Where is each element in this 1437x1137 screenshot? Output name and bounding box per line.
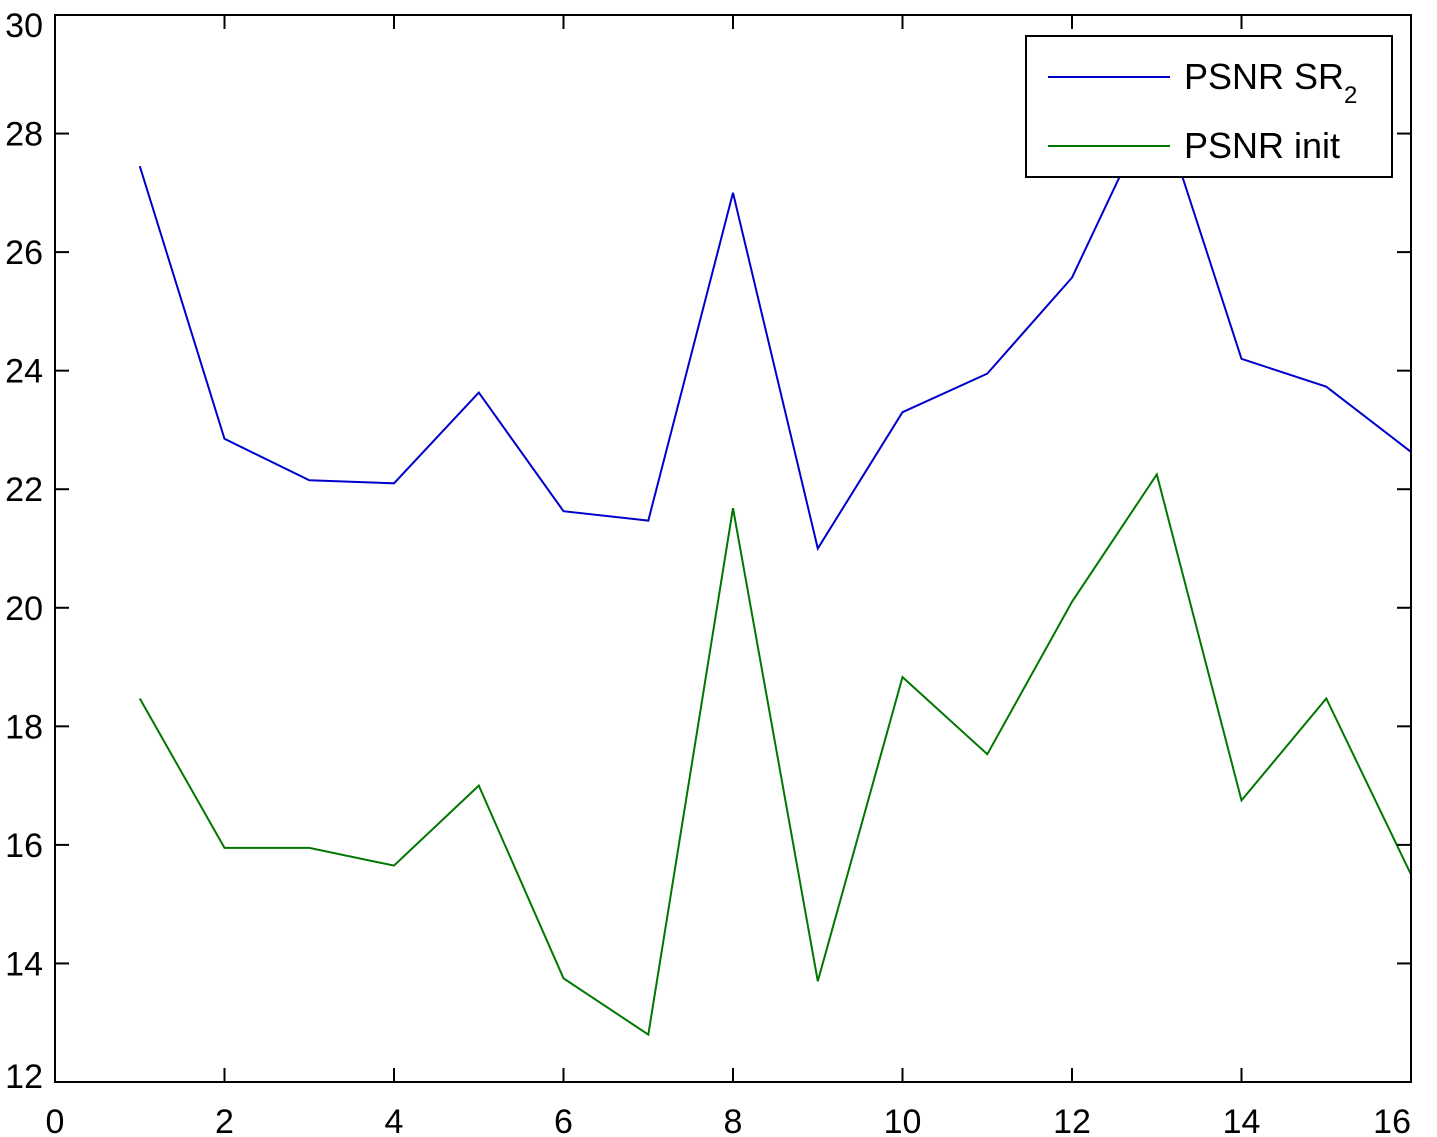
y-tick-label: 24 — [5, 353, 43, 391]
x-tick-label: 4 — [385, 1103, 404, 1137]
y-tick-label: 12 — [5, 1058, 43, 1096]
x-tick-label: 16 — [1373, 1103, 1411, 1137]
x-tick-label: 8 — [724, 1103, 743, 1137]
y-tick-label: 18 — [5, 708, 43, 746]
series-line-2 — [138, 471, 1411, 1037]
x-tick-label: 14 — [1223, 1103, 1261, 1137]
x-tick-label: 10 — [884, 1103, 922, 1137]
y-tick-label: 14 — [5, 945, 43, 983]
y-tick-label: 16 — [5, 827, 43, 865]
x-tick-label: 0 — [46, 1103, 65, 1137]
legend-box — [1025, 35, 1393, 178]
x-tick-label: 12 — [1053, 1103, 1091, 1137]
legend-label-2: PSNR init — [1184, 125, 1340, 166]
y-tick-label: 26 — [5, 234, 43, 272]
x-tick-label: 2 — [215, 1103, 234, 1137]
y-tick-label: 22 — [5, 471, 43, 509]
y-tick-label: 20 — [5, 590, 43, 628]
legend-label-subscript: 2 — [1344, 82, 1357, 109]
x-tick-label: 6 — [554, 1103, 573, 1137]
series-line-1 — [138, 95, 1411, 552]
series-layer — [138, 95, 1411, 1037]
y-tick-label: 28 — [5, 116, 43, 154]
y-tick-label: 30 — [5, 7, 43, 45]
